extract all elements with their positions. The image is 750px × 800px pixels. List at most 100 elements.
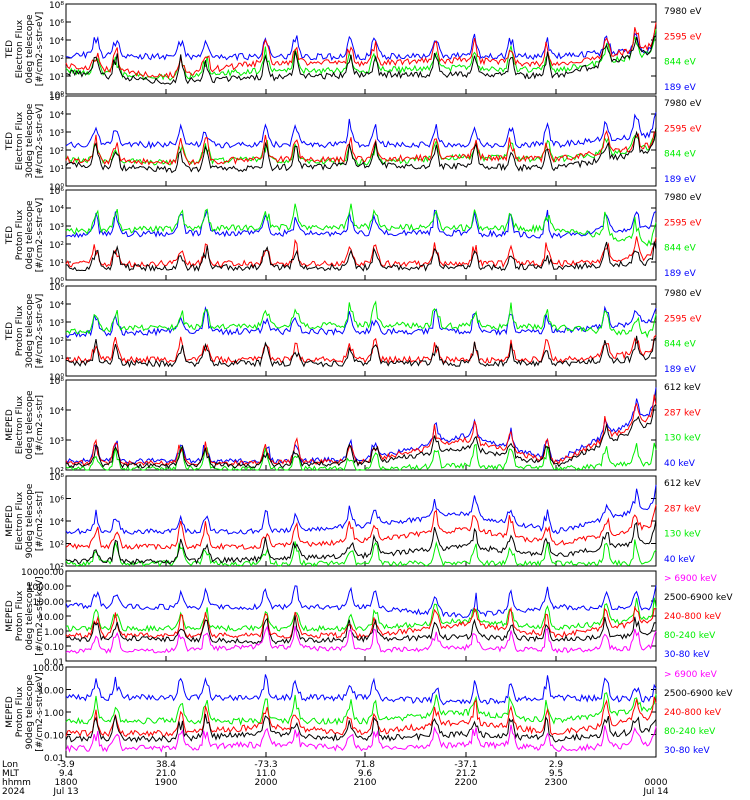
legend-entry: 40 keV (664, 555, 696, 565)
y-tick-label: 10000.00 (21, 568, 64, 578)
legend-entry: 2595 eV (664, 124, 702, 134)
legend-entry: 2500-6900 keV (664, 689, 733, 699)
series-line (65, 236, 657, 269)
y-tick-label: 10² (49, 563, 64, 573)
legend-entry: 7980 eV (664, 7, 702, 17)
y-axis-label: [#/cm2-s-str-eV] (35, 12, 45, 87)
y-tick-label: 10³ (49, 437, 64, 447)
series-line (65, 692, 657, 726)
y-tick-label: 10⁸ (49, 473, 64, 483)
y-axis-label: TED (5, 132, 15, 151)
legend-entry: 844 eV (664, 58, 697, 68)
legend-entry: 189 eV (664, 83, 697, 93)
series-line (65, 713, 657, 744)
x-tick-label-date: Jul 14 (642, 787, 668, 797)
panel-2: 10⁶ 10⁴ 10³ 10² 10¹ 10⁰ TED Electron Flux 30deg … (5, 93, 702, 193)
series-line (65, 305, 657, 339)
x-tick-label-lon: 38.4 (156, 760, 176, 770)
y-axis-label: [#/cm2-s-str-keV] (35, 576, 45, 655)
y-tick-label: 10³ (49, 223, 64, 233)
y-axis-label: [#/cm2-s-str-eV] (35, 294, 45, 369)
series-line (65, 300, 657, 339)
y-axis-label: [#/cm2-s-str] (35, 395, 45, 455)
y-tick-label: 10⁴ (49, 407, 64, 417)
series-line (65, 241, 657, 272)
y-axis-label: Proton Flux (15, 209, 25, 260)
y-tick-label: 0.10 (44, 643, 64, 653)
x-tick-label-time: 0000 (645, 778, 668, 788)
y-axis-label: 0deg telescope (25, 200, 35, 270)
y-tick-label: 10⁶ (49, 283, 64, 293)
y-tick-label: 0.10 (44, 732, 64, 742)
series-line (65, 696, 657, 738)
y-axis-label: TED (5, 40, 15, 59)
x-tick-label-lon: 71.8 (355, 760, 375, 770)
legend-entry: 287 keV (664, 408, 701, 418)
y-axis-label: MEPED (5, 505, 15, 537)
panel-6: 10⁸ 10⁶ 10⁴ 10² 10² MEPED Electron Flux 90deg t… (5, 473, 701, 573)
y-axis-label: [#/cm2-s-str-keV] (35, 672, 45, 751)
y-axis-label: [#/cm2-s-str-eV] (35, 104, 45, 179)
panel-frame (65, 95, 657, 187)
panel-7: 10000.00 1000.00 100.00 10.00 1.00 0.10 0.01 ME… (5, 568, 733, 668)
y-axis-label: MEPED (5, 600, 15, 632)
legend-entry: 30-80 keV (664, 746, 710, 756)
legend-entry: 80-240 keV (664, 631, 716, 641)
y-axis-label: [#/cm2-s-str] (35, 491, 45, 551)
legend-entry: > 6900 keV (664, 670, 718, 680)
y-tick-label: 10⁴ (49, 205, 64, 215)
x-tick-label-time: 1900 (155, 778, 178, 788)
legend-entry: 130 keV (664, 530, 701, 540)
y-axis-label: Electron Flux (15, 111, 25, 170)
x-tick-label-date: Jul 13 (52, 787, 78, 797)
panel-frame (65, 475, 657, 567)
y-tick-label: 10⁰ (49, 183, 64, 193)
y-axis-label: 0deg telescope (25, 390, 35, 460)
panel-frame (65, 285, 657, 377)
y-tick-label: 10⁸ (49, 1, 64, 11)
y-tick-label: 10⁴ (49, 37, 64, 47)
series-line (65, 203, 657, 247)
series-line (65, 112, 657, 150)
y-axis-label: 0deg telescope (25, 14, 35, 84)
y-axis-label: 90deg telescope (25, 483, 35, 558)
y-tick-label: 10⁰ (49, 277, 64, 287)
legend-entry: 612 keV (664, 479, 701, 489)
y-axis-label: Proton Flux (15, 686, 25, 737)
x-tick-label-mlt: 9.5 (549, 769, 563, 779)
x-tick-label-mlt: 9.6 (358, 769, 373, 779)
y-tick-label: 10⁰ (49, 373, 64, 383)
y-tick-label: 10⁶ (49, 187, 64, 197)
y-tick-label: 100.00 (33, 598, 65, 608)
legend-entry: 189 eV (664, 175, 697, 185)
legend-entry: 844 eV (664, 150, 697, 160)
series-line (65, 394, 657, 467)
y-tick-label: 1.00 (44, 628, 64, 638)
x-row-label: hhmm (2, 778, 31, 788)
series-line (65, 484, 657, 535)
y-tick-label: 10¹ (49, 259, 64, 269)
panel-3: 10⁶ 10⁴ 10³ 10² 10¹ 10⁰ TED Proton Flux 0deg tel… (5, 187, 702, 287)
legend-entry: 612 keV (664, 383, 701, 393)
y-tick-label: 10¹ (49, 355, 64, 365)
x-tick-label-lon: -73.3 (254, 760, 277, 770)
series-line (65, 35, 657, 86)
y-axis-label: 0deg telescope (25, 581, 35, 651)
panel-frame (65, 189, 657, 281)
y-tick-label: 0.01 (44, 754, 64, 764)
y-tick-label: 1000.00 (27, 583, 64, 593)
legend-entry: 2595 eV (664, 314, 702, 324)
y-tick-label: 10⁶ (49, 496, 64, 506)
panel-4: 10⁶ 10⁴ 10³ 10² 10¹ 10⁰ TED Proton Flux 30deg te… (5, 283, 702, 383)
panel-frame (65, 570, 657, 662)
legend-entry: 2500-6900 keV (664, 593, 733, 603)
x-tick-label-time: 1800 (55, 778, 78, 788)
series-line (65, 32, 657, 62)
x-row-label: 2024 (2, 787, 25, 797)
y-axis-label: TED (5, 226, 15, 245)
x-tick-label-time: 2200 (455, 778, 478, 788)
legend-entry: 2595 eV (664, 32, 702, 42)
series-line (65, 209, 657, 240)
series-line (65, 539, 657, 568)
x-tick-label-lon: -3.9 (57, 760, 75, 770)
